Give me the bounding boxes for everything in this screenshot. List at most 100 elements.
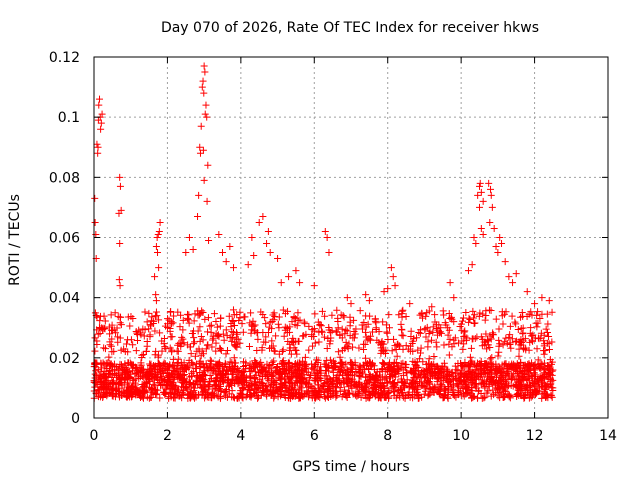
data-point	[94, 149, 102, 157]
data-point	[501, 393, 509, 401]
data-point	[154, 353, 162, 361]
data-point	[179, 376, 187, 384]
data-point	[114, 338, 122, 346]
data-point	[414, 383, 422, 391]
data-point	[187, 350, 195, 358]
data-point	[195, 191, 203, 199]
data-point	[107, 362, 115, 370]
data-point	[320, 333, 328, 341]
data-point	[464, 385, 472, 393]
data-point	[488, 354, 496, 362]
data-point	[287, 374, 295, 382]
data-point	[414, 364, 422, 372]
data-point	[379, 318, 387, 326]
data-point	[226, 334, 234, 342]
data-point	[189, 246, 197, 254]
data-point	[347, 358, 355, 366]
data-point	[380, 361, 388, 369]
data-point	[262, 320, 270, 328]
data-point	[499, 377, 507, 385]
data-point	[117, 374, 125, 382]
data-point	[275, 385, 283, 393]
data-point	[383, 378, 391, 386]
data-point	[113, 373, 121, 381]
data-point	[157, 373, 165, 381]
data-point	[410, 335, 418, 343]
data-point	[425, 377, 433, 385]
data-point	[229, 370, 237, 378]
data-point	[533, 345, 541, 353]
data-point	[293, 322, 301, 330]
data-point	[212, 317, 220, 325]
data-point	[535, 335, 543, 343]
data-point	[312, 394, 320, 402]
data-point	[388, 347, 396, 355]
data-point	[378, 340, 386, 348]
data-point	[292, 267, 300, 275]
data-point	[198, 83, 206, 91]
data-point	[422, 384, 430, 392]
data-point	[105, 383, 113, 391]
data-point	[238, 320, 246, 328]
data-point	[216, 367, 224, 375]
data-point	[336, 384, 344, 392]
data-point	[160, 340, 168, 348]
data-point	[389, 273, 397, 281]
data-point	[399, 306, 407, 314]
data-point	[122, 340, 130, 348]
data-point	[127, 383, 135, 391]
data-point	[252, 392, 260, 400]
data-point	[207, 357, 215, 365]
data-point	[146, 360, 154, 368]
data-point	[433, 378, 441, 386]
data-point	[291, 381, 299, 389]
data-point	[322, 372, 330, 380]
data-point	[134, 337, 142, 345]
data-point	[106, 370, 114, 378]
data-point	[476, 182, 483, 190]
data-point	[513, 392, 521, 400]
data-point	[231, 322, 239, 330]
data-point	[216, 344, 224, 352]
data-point	[116, 182, 124, 190]
data-point	[334, 324, 342, 332]
data-point	[192, 378, 200, 386]
data-point	[419, 370, 427, 378]
data-point	[495, 362, 503, 370]
data-point	[312, 390, 320, 398]
data-point	[222, 326, 230, 334]
data-point	[441, 384, 449, 392]
data-point	[355, 372, 363, 380]
y-tick-label: 0.04	[49, 291, 80, 307]
data-point	[324, 387, 332, 395]
data-point	[325, 326, 333, 334]
data-point	[505, 391, 513, 399]
data-point	[156, 218, 164, 226]
data-point	[167, 318, 175, 326]
data-point	[495, 348, 503, 356]
data-point	[470, 319, 478, 327]
data-point	[506, 322, 514, 330]
data-point	[323, 344, 331, 352]
data-point	[222, 388, 230, 396]
data-point	[220, 336, 228, 344]
data-point	[425, 355, 433, 363]
data-point	[215, 230, 223, 238]
data-point	[286, 340, 294, 348]
data-point	[501, 258, 509, 266]
data-point	[459, 314, 467, 322]
data-point	[495, 342, 503, 350]
data-point	[508, 335, 516, 343]
data-point	[446, 335, 454, 343]
data-point	[140, 374, 148, 382]
data-point	[270, 394, 278, 402]
data-point	[351, 361, 359, 369]
data-point	[148, 313, 156, 321]
data-point	[495, 336, 503, 344]
data-point	[409, 369, 417, 377]
data-point	[428, 336, 436, 344]
data-point	[415, 355, 423, 363]
data-point	[133, 329, 141, 337]
data-point	[152, 297, 160, 305]
data-point	[226, 243, 234, 251]
